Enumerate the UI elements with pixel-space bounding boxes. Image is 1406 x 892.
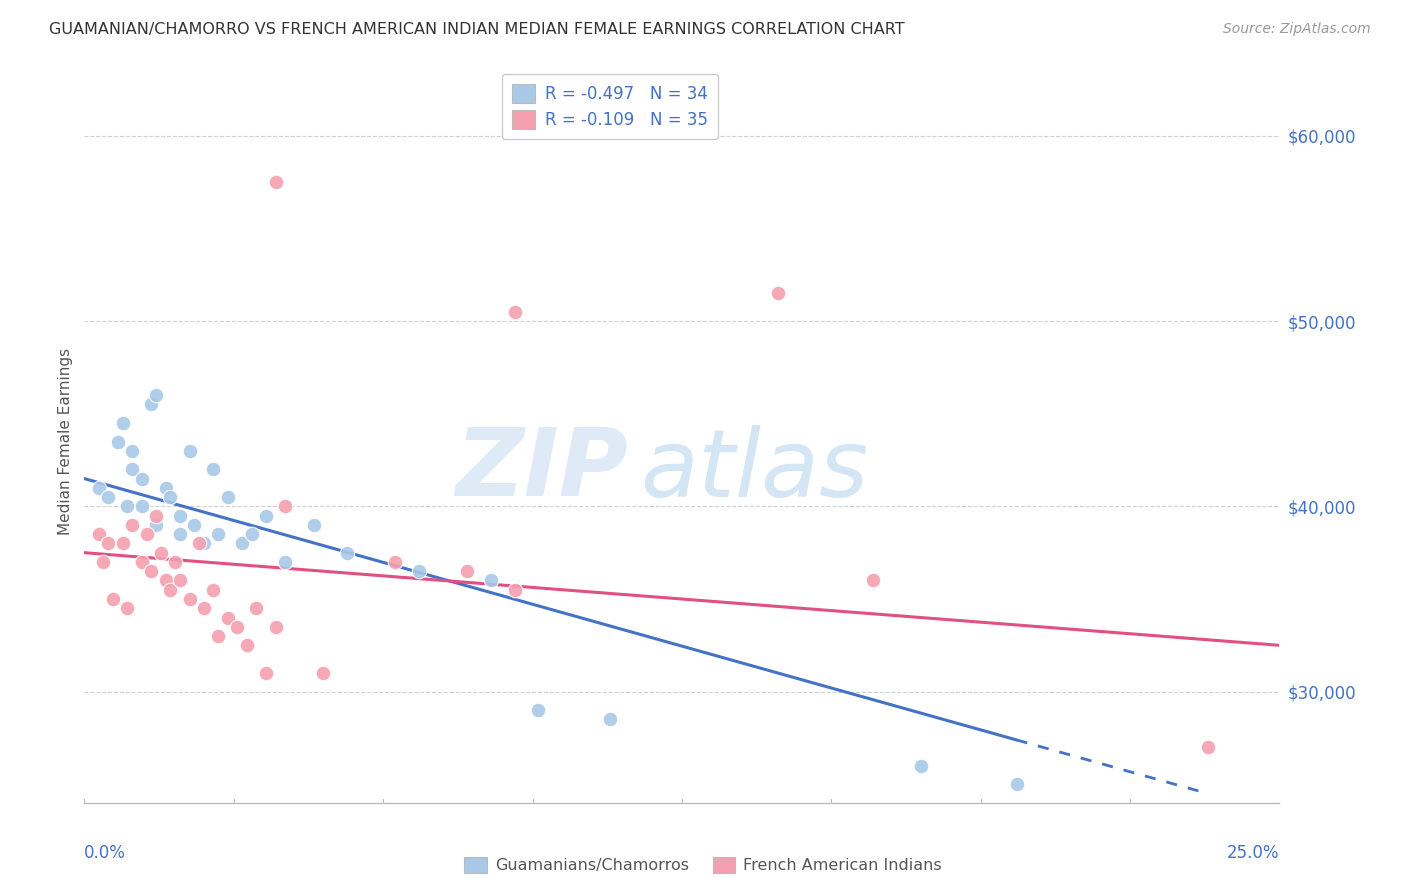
Point — [159, 582, 181, 597]
Point — [145, 517, 167, 532]
Point — [766, 286, 789, 301]
Point — [336, 546, 359, 560]
Point — [245, 601, 267, 615]
Point — [111, 416, 134, 430]
Point — [179, 443, 201, 458]
Text: Source: ZipAtlas.com: Source: ZipAtlas.com — [1223, 22, 1371, 37]
Point — [384, 555, 406, 569]
Point — [97, 536, 120, 550]
Point — [93, 555, 115, 569]
Point — [312, 666, 335, 681]
Point — [479, 574, 502, 588]
Point — [121, 462, 143, 476]
Legend: R = -0.497   N = 34, R = -0.109   N = 35: R = -0.497 N = 34, R = -0.109 N = 35 — [502, 74, 718, 139]
Point — [226, 620, 249, 634]
Point — [155, 481, 177, 495]
Point — [107, 434, 129, 449]
Point — [165, 555, 187, 569]
Point — [131, 472, 153, 486]
Point — [503, 305, 526, 319]
Point — [87, 527, 110, 541]
Point — [193, 536, 215, 550]
Point — [302, 517, 325, 532]
Point — [599, 713, 621, 727]
Point — [149, 546, 172, 560]
Text: 0.0%: 0.0% — [84, 844, 127, 862]
Point — [97, 490, 120, 504]
Point — [207, 527, 229, 541]
Point — [188, 536, 211, 550]
Point — [503, 582, 526, 597]
Point — [101, 592, 124, 607]
Point — [217, 490, 239, 504]
Point — [456, 564, 478, 578]
Point — [254, 666, 277, 681]
Point — [217, 610, 239, 624]
Y-axis label: Median Female Earnings: Median Female Earnings — [58, 348, 73, 535]
Point — [274, 555, 297, 569]
Point — [193, 601, 215, 615]
Point — [141, 564, 163, 578]
Point — [117, 500, 139, 514]
Point — [131, 555, 153, 569]
Point — [169, 508, 191, 523]
Point — [274, 500, 297, 514]
Point — [527, 703, 550, 717]
Point — [254, 508, 277, 523]
Point — [155, 574, 177, 588]
Point — [179, 592, 201, 607]
Point — [264, 175, 287, 189]
Point — [1197, 740, 1219, 755]
Point — [145, 508, 167, 523]
Point — [240, 527, 263, 541]
Point — [121, 443, 143, 458]
Point — [87, 481, 110, 495]
Point — [264, 620, 287, 634]
Point — [131, 500, 153, 514]
Point — [236, 638, 259, 652]
Point — [408, 564, 430, 578]
Point — [141, 397, 163, 411]
Point — [910, 758, 932, 772]
Point — [145, 388, 167, 402]
Text: ZIP: ZIP — [456, 425, 628, 516]
Point — [121, 517, 143, 532]
Text: 25.0%: 25.0% — [1227, 844, 1279, 862]
Text: GUAMANIAN/CHAMORRO VS FRENCH AMERICAN INDIAN MEDIAN FEMALE EARNINGS CORRELATION : GUAMANIAN/CHAMORRO VS FRENCH AMERICAN IN… — [49, 22, 905, 37]
Point — [135, 527, 157, 541]
Text: atlas: atlas — [640, 425, 869, 516]
Point — [862, 574, 884, 588]
Point — [202, 462, 225, 476]
Point — [1005, 777, 1028, 791]
Point — [169, 527, 191, 541]
Point — [207, 629, 229, 643]
Point — [183, 517, 205, 532]
Point — [159, 490, 181, 504]
Point — [231, 536, 253, 550]
Legend: Guamanians/Chamorros, French American Indians: Guamanians/Chamorros, French American In… — [458, 850, 948, 880]
Point — [117, 601, 139, 615]
Point — [111, 536, 134, 550]
Point — [202, 582, 225, 597]
Point — [169, 574, 191, 588]
